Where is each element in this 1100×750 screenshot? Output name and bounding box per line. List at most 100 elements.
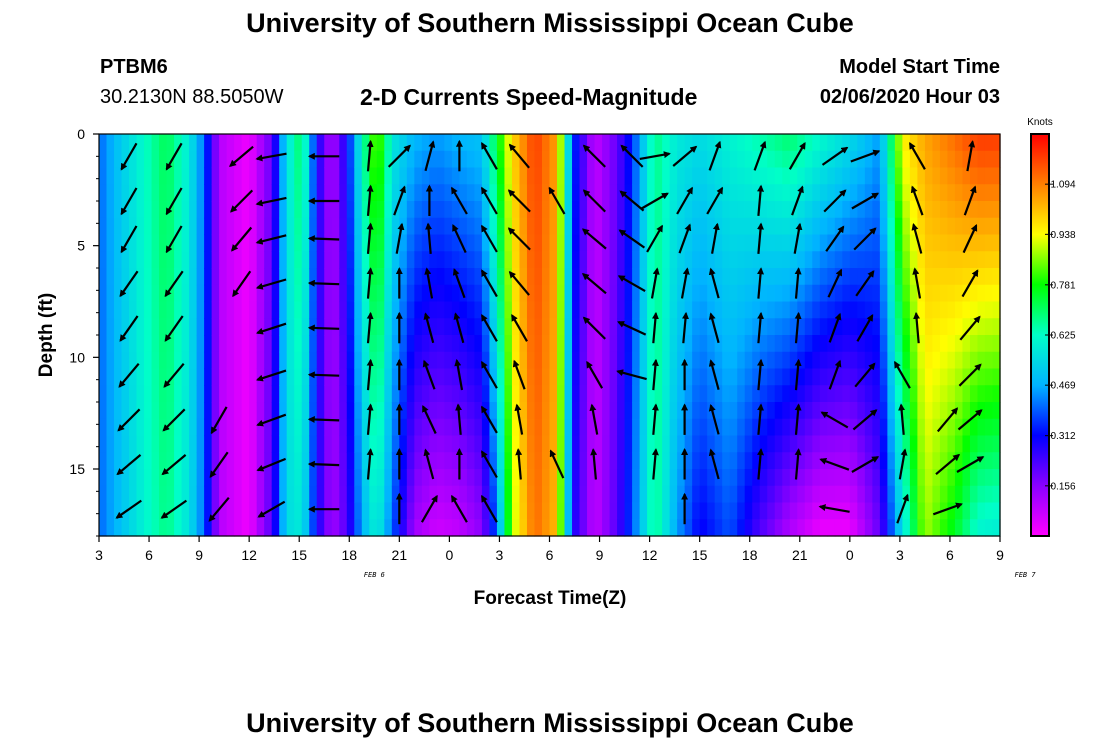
heatmap-cell: [294, 150, 303, 169]
heatmap-cell: [909, 469, 919, 487]
heatmap-cell: [376, 167, 385, 185]
heatmap-cell: [444, 335, 453, 353]
heatmap-cell: [572, 335, 581, 353]
heatmap-cell: [924, 301, 934, 319]
heatmap-cell: [136, 385, 145, 403]
heatmap-cell: [421, 268, 430, 286]
heatmap-cell: [436, 301, 445, 319]
heatmap-cell: [204, 351, 213, 370]
heatmap-cell: [136, 284, 145, 303]
heatmap-cell: [144, 268, 153, 286]
heatmap-cell: [767, 251, 776, 269]
heatmap-cell: [504, 469, 513, 487]
heatmap-cell: [99, 335, 108, 353]
heatmap-cell: [587, 502, 596, 520]
heatmap-cell: [602, 385, 611, 403]
heatmap-cell: [271, 469, 280, 487]
heatmap-cell: [196, 234, 205, 252]
y-tick-label: 0: [77, 126, 85, 142]
heatmap-cell: [669, 268, 678, 286]
heatmap-cell: [361, 402, 370, 420]
heatmap-cell: [519, 184, 528, 202]
heatmap-cell: [526, 150, 536, 169]
heatmap-cell: [331, 385, 340, 403]
heatmap-cell: [534, 251, 543, 269]
heatmap-cell: [399, 150, 408, 169]
heatmap-cell: [496, 385, 506, 403]
heatmap-cell: [286, 452, 295, 470]
heatmap-cell: [827, 385, 836, 403]
current-vector: [711, 222, 720, 254]
heatmap-cell: [669, 335, 678, 353]
heatmap-cell: [414, 268, 423, 286]
heatmap-cell: [286, 502, 295, 520]
heatmap-cell: [804, 385, 813, 403]
heatmap-cell: [969, 150, 979, 169]
heatmap-cell: [842, 368, 851, 386]
model-start-time: 02/06/2020 Hour 03: [819, 86, 1000, 108]
heatmap-cell: [812, 385, 821, 403]
current-vector: [959, 315, 981, 341]
heatmap-cell: [639, 469, 648, 487]
heatmap-cell: [324, 150, 333, 169]
heatmap-cell: [962, 318, 971, 336]
heatmap-cell: [406, 385, 415, 403]
heatmap-cell: [587, 418, 596, 437]
current-vector: [116, 454, 142, 476]
heatmap-cell: [114, 251, 123, 269]
heatmap-cell: [729, 402, 738, 420]
heatmap-cell: [864, 469, 873, 487]
heatmap-cell: [226, 469, 235, 487]
heatmap-cell: [241, 251, 250, 269]
heatmap-cell: [902, 251, 911, 269]
heatmap-cell: [316, 268, 325, 286]
heatmap-cell: [241, 301, 250, 319]
heatmap-cell: [819, 351, 828, 370]
heatmap-cell: [872, 502, 881, 520]
heatmap-cell: [189, 184, 198, 202]
heatmap-cell: [444, 485, 453, 504]
heatmap-cell: [579, 385, 588, 403]
heatmap-cell: [361, 502, 370, 520]
heatmap-cell: [159, 519, 168, 537]
heatmap-cell: [932, 184, 941, 202]
heatmap-cell: [519, 385, 528, 403]
heatmap-cell: [271, 368, 280, 386]
current-vector: [120, 142, 138, 171]
heatmap-cell: [947, 167, 956, 185]
heatmap-cell: [429, 217, 438, 236]
footer-title: University of Southern Mississippi Ocean…: [246, 708, 854, 738]
heatmap-cell: [541, 519, 551, 537]
current-vector: [680, 267, 690, 299]
heatmap-cell: [361, 318, 370, 336]
heatmap-cell: [864, 251, 873, 269]
heatmap-cell: [917, 435, 926, 453]
heatmap-cell: [609, 184, 618, 202]
heatmap-cell: [421, 519, 430, 537]
heatmap-cell: [294, 402, 303, 420]
heatmap-cell: [819, 502, 828, 520]
heatmap-cell: [549, 134, 558, 152]
heatmap-cell: [654, 268, 663, 286]
heatmap-cell: [294, 435, 303, 453]
heatmap-cell: [774, 301, 783, 319]
heatmap-cell: [339, 201, 348, 219]
heatmap-cell: [151, 351, 160, 370]
heatmap-cell: [962, 184, 971, 202]
heatmap-cell: [496, 251, 506, 269]
heatmap-cell: [211, 251, 220, 269]
heatmap-cell: [346, 385, 355, 403]
heatmap-cell: [834, 435, 843, 453]
heatmap-cell: [992, 150, 1001, 169]
heatmap-cell: [106, 351, 115, 370]
current-vector: [422, 404, 437, 434]
current-vector: [480, 405, 498, 434]
x-tick-label: 6: [145, 547, 153, 563]
heatmap-cell: [444, 234, 453, 252]
heatmap-cell: [264, 201, 273, 219]
heatmap-cell: [324, 284, 333, 303]
heatmap-cell: [376, 519, 385, 537]
heatmap-cell: [602, 301, 611, 319]
heatmap-cell: [429, 251, 438, 269]
heatmap-cell: [939, 318, 949, 336]
